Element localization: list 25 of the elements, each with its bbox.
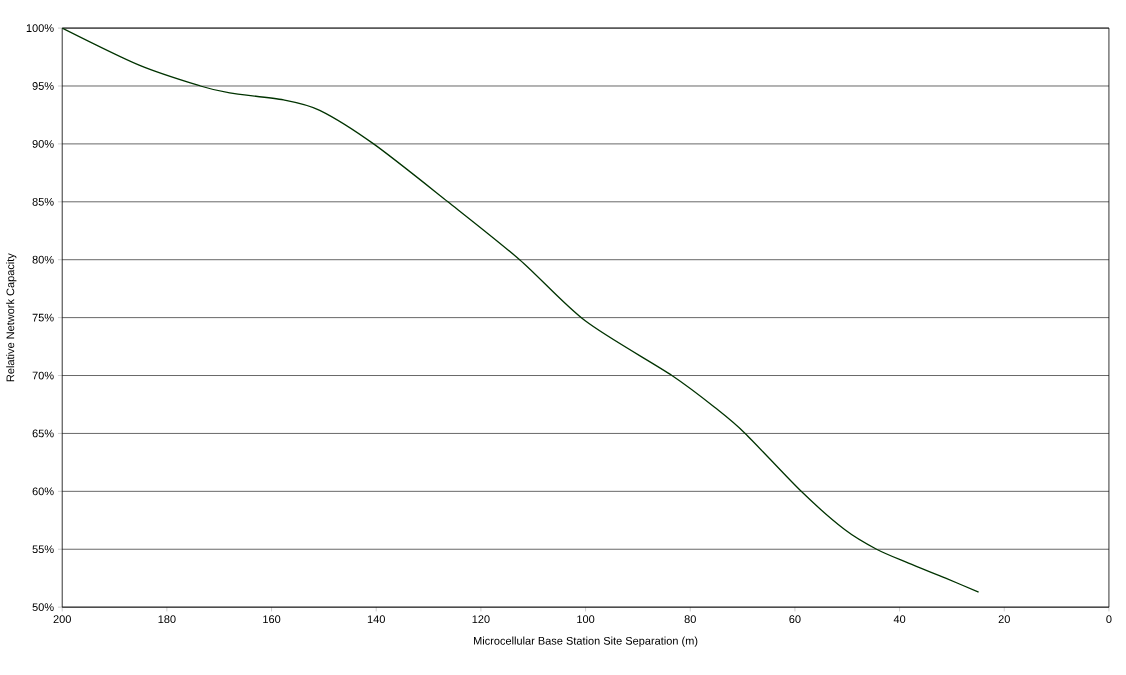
- x-tick-label: 140: [367, 615, 385, 623]
- x-tick-label: 80: [684, 615, 696, 623]
- x-tick-label: 40: [893, 615, 906, 623]
- y-axis-title: Relative Network Capacity: [6, 253, 17, 382]
- x-tick-label: 60: [789, 615, 801, 623]
- x-tick-label: 100: [577, 615, 595, 623]
- line-series: [62, 27, 980, 593]
- y-tick-label: 65%: [32, 429, 54, 438]
- y-tick-label: 55%: [32, 545, 54, 553]
- x-tick-label: 180: [158, 615, 176, 623]
- y-tick-label: 75%: [32, 313, 54, 322]
- y-tick-label: 60%: [32, 487, 54, 496]
- x-tick-label: 20: [998, 615, 1010, 623]
- x-tick-label: 160: [263, 615, 281, 623]
- y-tick-label: 95%: [32, 81, 54, 90]
- y-tick-label: 80%: [32, 255, 54, 264]
- y-tick-label: 100%: [26, 24, 54, 32]
- y-tick-label: 50%: [32, 603, 54, 611]
- x-tick-label: 200: [53, 615, 71, 623]
- x-tick-label: 0: [1106, 615, 1112, 623]
- x-axis-title: Microcellular Base Station Site Separation (m): [474, 636, 698, 647]
- y-tick-label: 90%: [32, 139, 54, 148]
- y-tick-label: 85%: [32, 197, 54, 206]
- y-tick-label: 70%: [32, 371, 54, 380]
- x-tick-label: 120: [472, 615, 490, 623]
